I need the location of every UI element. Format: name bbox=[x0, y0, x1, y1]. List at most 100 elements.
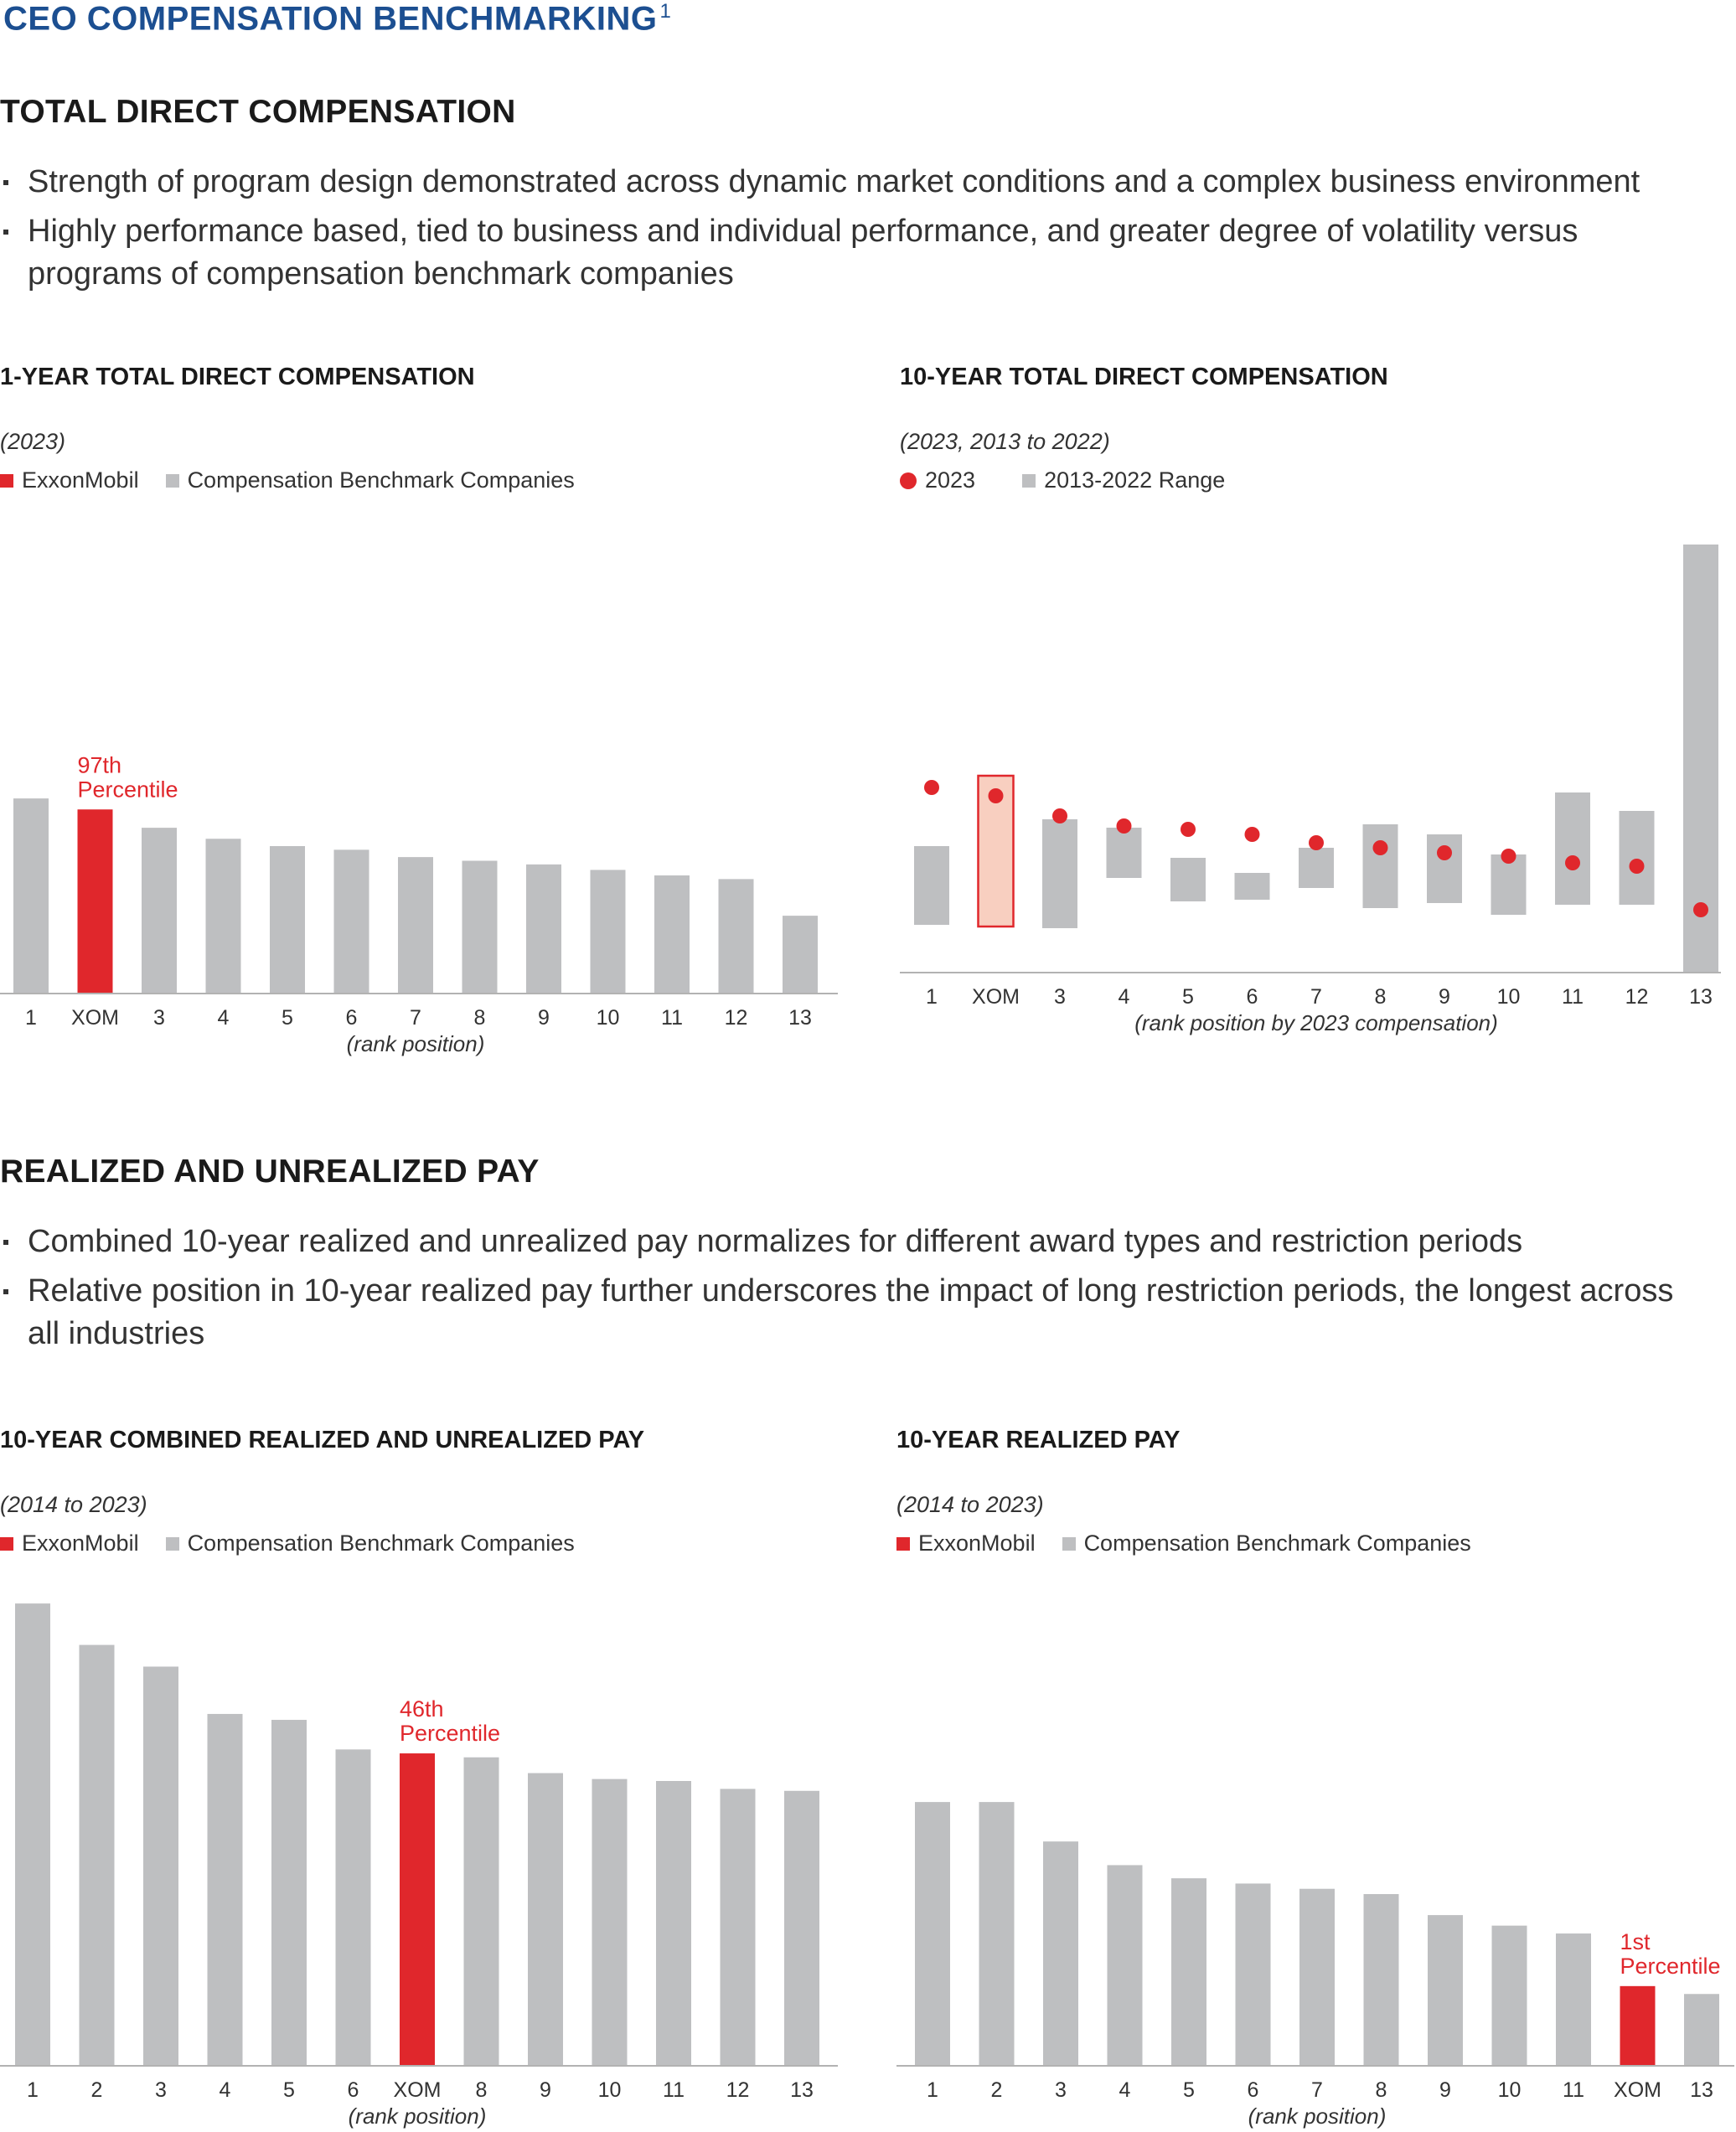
bar bbox=[526, 864, 561, 993]
range-bar bbox=[1619, 811, 1655, 905]
dot-2023 bbox=[1244, 827, 1260, 842]
range-bar bbox=[1683, 545, 1718, 972]
chart2-legend: 2023 2013-2022 Range bbox=[900, 467, 1252, 493]
dot-2023 bbox=[1116, 818, 1132, 834]
x-tick-label: 5 bbox=[282, 1006, 293, 1030]
bar bbox=[656, 1781, 691, 2065]
footnote-marker: 1 bbox=[659, 0, 672, 23]
percentile-annotation: 1st bbox=[1620, 1929, 1651, 1954]
dot-2023 bbox=[924, 780, 939, 795]
bar bbox=[979, 1802, 1015, 2065]
bar bbox=[1684, 1994, 1719, 2065]
legend-item-benchmark: Compensation Benchmark Companies bbox=[165, 1531, 575, 1556]
x-axis-title: (rank position) bbox=[347, 1031, 485, 1056]
dot-2023 bbox=[1565, 855, 1580, 870]
chart4-legend: ExxonMobil Compensation Benchmark Compan… bbox=[896, 1531, 1498, 1556]
x-tick-label: 6 bbox=[348, 2078, 359, 2102]
legend-item-exxonmobil: ExxonMobil bbox=[0, 1531, 139, 1556]
legend-swatch-gray bbox=[165, 473, 179, 488]
bar bbox=[271, 1720, 307, 2065]
percentile-annotation: 46th bbox=[400, 1696, 444, 1722]
bar-xom bbox=[1620, 1985, 1656, 2065]
chart-10year-tdc: 1 XOM 3 4 5 6 7 8 9 10 11 12 13 (rank position by 202… bbox=[900, 545, 1721, 1035]
x-axis-title: (rank position) bbox=[349, 2104, 487, 2129]
x-tick-label: 9 bbox=[1439, 2078, 1451, 2102]
x-tick-label: 11 bbox=[1562, 985, 1584, 1009]
x-tick-label: 6 bbox=[1247, 985, 1258, 1009]
bullet-item: Combined 10-year realized and unrealized… bbox=[0, 1221, 1709, 1263]
dot-2023 bbox=[1181, 822, 1196, 837]
x-axis-title: (rank position by 2023 compensation) bbox=[1134, 1010, 1498, 1035]
x-tick-label: 7 bbox=[1310, 985, 1322, 1009]
x-tick-label: 12 bbox=[726, 2078, 750, 2102]
bar bbox=[207, 1713, 243, 2065]
legend-swatch-gray bbox=[1062, 1536, 1076, 1551]
bar bbox=[398, 857, 433, 993]
dot-2023 bbox=[1052, 808, 1067, 823]
x-tick-label: 5 bbox=[1182, 985, 1194, 1009]
dot-2023 bbox=[1693, 902, 1708, 917]
x-tick-label: 3 bbox=[153, 1006, 165, 1030]
x-tick-label: 7 bbox=[1311, 2078, 1323, 2102]
x-tick-label: 8 bbox=[476, 2078, 488, 2102]
legend-swatch-red bbox=[896, 1536, 910, 1551]
x-tick-label: 8 bbox=[474, 1006, 486, 1030]
bar bbox=[143, 1666, 178, 2065]
x-tick-label: 4 bbox=[220, 2078, 231, 2102]
bar bbox=[335, 1749, 371, 2065]
x-tick-label: 10 bbox=[1498, 2078, 1522, 2102]
x-tick-label: XOM bbox=[71, 1006, 119, 1030]
x-tick-label: 8 bbox=[1375, 985, 1387, 1009]
x-tick-label: XOM bbox=[972, 985, 1020, 1009]
x-tick-label: 10 bbox=[1497, 985, 1521, 1009]
dot-2023 bbox=[1309, 835, 1324, 850]
bar bbox=[1043, 1841, 1078, 2065]
section-title-total-direct-compensation: TOTAL DIRECT COMPENSATION bbox=[0, 94, 516, 130]
dot-2023 bbox=[988, 788, 1004, 803]
range-bar bbox=[914, 846, 949, 925]
range-bar bbox=[1042, 819, 1077, 928]
bar bbox=[13, 798, 49, 993]
chart3-subtitle: (2014 to 2023) bbox=[0, 1492, 147, 1517]
x-tick-label: 1 bbox=[927, 2078, 938, 2102]
legend-swatch-red bbox=[0, 473, 13, 488]
bar bbox=[462, 860, 498, 993]
dot-2023 bbox=[1629, 859, 1645, 874]
legend-swatch-gray bbox=[1022, 473, 1036, 488]
percentile-annotation: Percentile bbox=[400, 1721, 500, 1746]
bar bbox=[270, 846, 305, 993]
section1-bullets: Strength of program design demonstrated … bbox=[0, 161, 1709, 302]
x-tick-label: 13 bbox=[1690, 2078, 1713, 2102]
dot-2023 bbox=[1372, 840, 1388, 855]
percentile-annotation: 97th bbox=[78, 752, 122, 777]
x-tick-label: 10 bbox=[597, 1006, 620, 1030]
legend-item-range: 2013-2022 Range bbox=[1022, 467, 1225, 493]
bar bbox=[528, 1773, 563, 2065]
chart2-title: 10-YEAR TOTAL DIRECT COMPENSATION bbox=[900, 364, 1388, 390]
x-tick-label: 4 bbox=[218, 1006, 230, 1030]
legend-swatch-gray bbox=[165, 1536, 179, 1551]
bar bbox=[15, 1603, 50, 2065]
legend-dot-red bbox=[900, 472, 917, 489]
x-tick-label: 5 bbox=[1183, 2078, 1195, 2102]
legend-item-exxonmobil: ExxonMobil bbox=[0, 467, 139, 493]
x-tick-label: 11 bbox=[1563, 2078, 1584, 2102]
x-tick-label: 13 bbox=[788, 1006, 812, 1030]
x-tick-label: XOM bbox=[1614, 2078, 1661, 2102]
percentile-annotation: Percentile bbox=[78, 777, 178, 802]
range-bar bbox=[1234, 873, 1270, 900]
bar bbox=[720, 1789, 756, 2065]
chart4-subtitle: (2014 to 2023) bbox=[896, 1492, 1044, 1517]
bar bbox=[142, 828, 177, 993]
legend-swatch-red bbox=[0, 1536, 13, 1551]
bar bbox=[590, 870, 626, 993]
x-tick-label: 12 bbox=[1625, 985, 1649, 1009]
range-bar bbox=[1170, 858, 1206, 901]
legend-item-benchmark: Compensation Benchmark Companies bbox=[165, 467, 575, 493]
bar bbox=[1556, 1933, 1591, 2065]
bullet-item: Relative position in 10-year realized pa… bbox=[0, 1270, 1709, 1355]
x-tick-label: 6 bbox=[1248, 2078, 1259, 2102]
